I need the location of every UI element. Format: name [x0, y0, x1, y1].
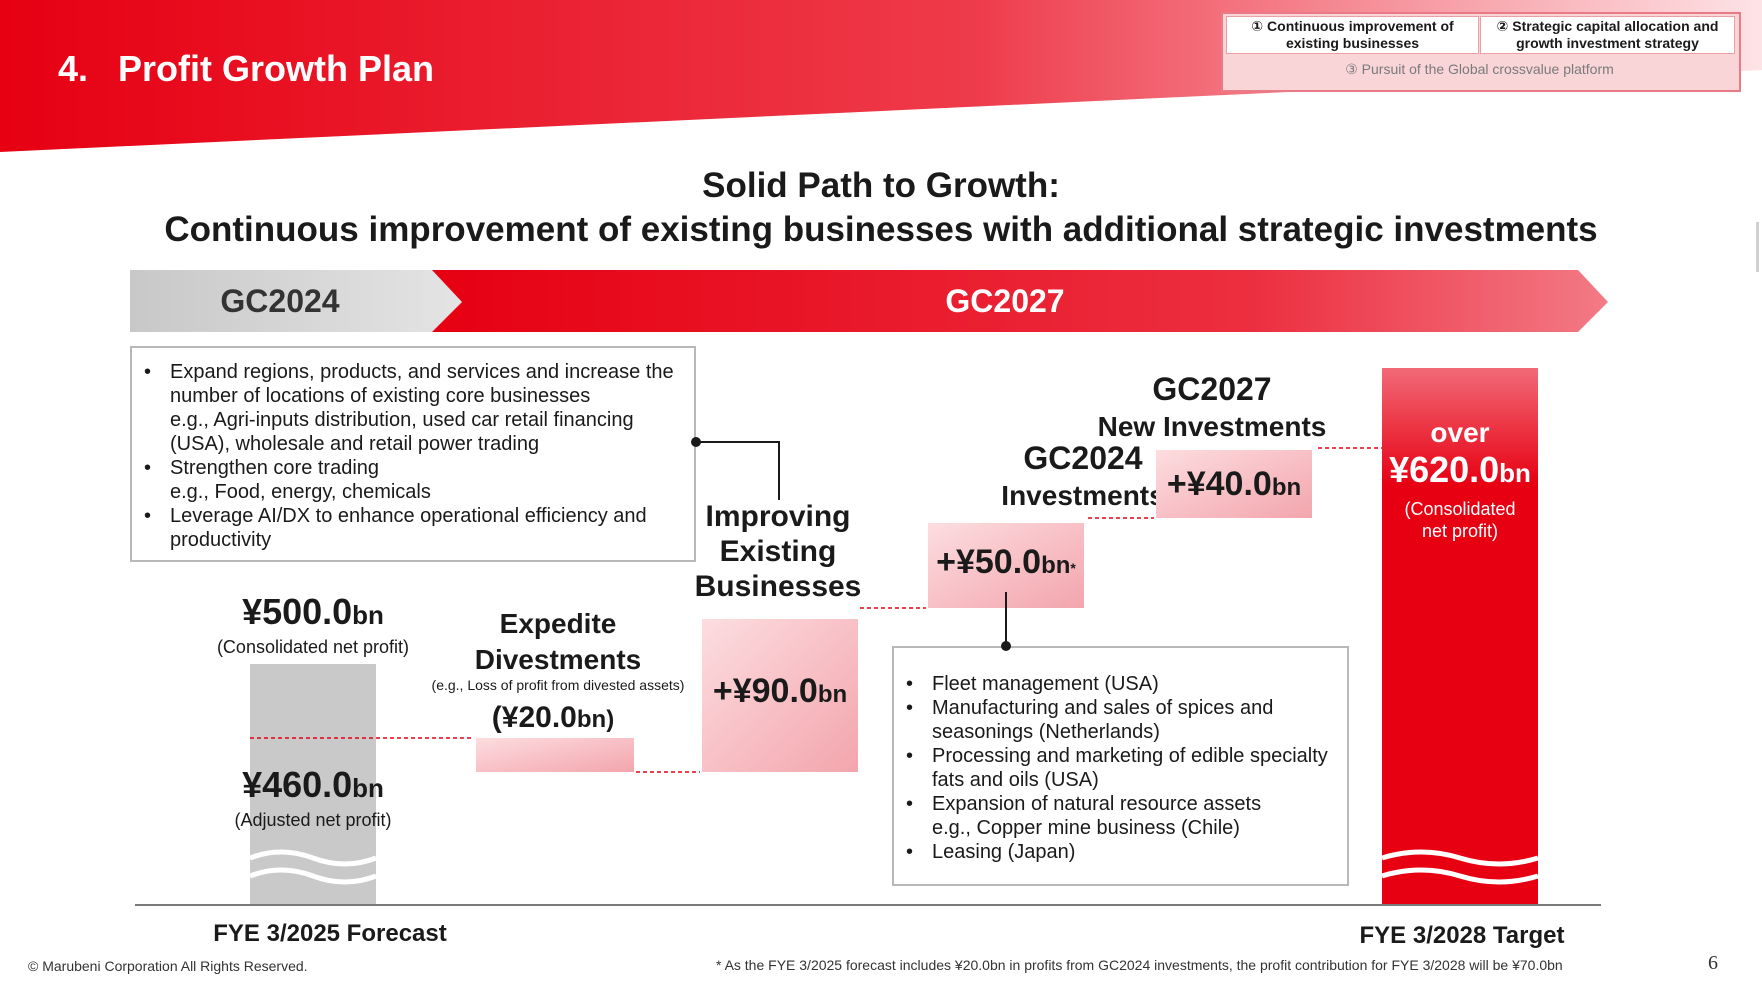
nav-item-1-label: ① Continuous improvement of existing bus…: [1251, 18, 1454, 51]
nav-item-2-label: ② Strategic capital allocation and growt…: [1496, 18, 1719, 51]
improve-item: Leverage AI/DX to enhance operational ef…: [132, 504, 694, 552]
improve-list: Expand regions, products, and services a…: [132, 360, 694, 552]
improve-details-box: Expand regions, products, and services a…: [130, 346, 696, 562]
improve-item-example: e.g., Agri-inputs distribution, used car…: [170, 409, 634, 455]
improve-item: Expand regions, products, and services a…: [132, 360, 694, 408]
bar-break-wave: [1381, 849, 1539, 867]
slide-edge-marker: [1756, 222, 1759, 272]
page-title: 4. Profit Growth Plan: [58, 48, 435, 89]
title-gc2024-1: GC2024: [1023, 440, 1142, 476]
connector-dot-improve: [691, 437, 701, 447]
bar-break-wave: [249, 867, 377, 885]
headline: Solid Path to Growth: Continuous improve…: [0, 164, 1762, 252]
nav-item-3[interactable]: ③ Pursuit of the Global crossvalue platf…: [1226, 55, 1733, 83]
investment-details-box: Fleet management (USA)Manufacturing and …: [892, 646, 1349, 886]
bar-improving: [702, 619, 858, 772]
improve-item-example: e.g., Food, energy, chemicals: [170, 481, 431, 503]
label-gc2024-invest: +¥50.0bn*: [936, 543, 1076, 581]
nav-item-2[interactable]: ② Strategic capital allocation and growt…: [1480, 16, 1735, 54]
title-improving-2: Existing: [720, 535, 837, 568]
improve-item: Strengthen core trading: [132, 456, 694, 480]
title-improving-3: Businesses: [695, 570, 862, 603]
sublabel-adjusted-2025: (Adjusted net profit): [234, 810, 391, 830]
connector-improve: [696, 441, 780, 500]
period-gc2027: GC2027: [945, 283, 1065, 319]
investment-list: Fleet management (USA)Manufacturing and …: [894, 672, 1347, 864]
bar-gc2027-invest: [1156, 450, 1312, 518]
invest-item: Manufacturing and sales of spices and se…: [894, 696, 1347, 744]
arrow-gc2027: [432, 270, 1608, 332]
sublabel-target-1: (Consolidated: [1404, 499, 1515, 519]
xlabel-right: FYE 3/2028 Target: [1359, 922, 1565, 949]
nav-item-1[interactable]: ① Continuous improvement of existing bus…: [1226, 16, 1479, 54]
label-target: ¥620.0bn: [1389, 449, 1531, 490]
axis-baseline: [135, 904, 1601, 906]
arrow-gc2024: [130, 270, 462, 332]
title-divestments-2: Divestments: [475, 644, 642, 675]
period-gc2024: GC2024: [220, 283, 340, 319]
invest-item: Processing and marketing of edible speci…: [894, 744, 1347, 792]
headline-line-1: Solid Path to Growth:: [702, 166, 1060, 205]
invest-item-example: e.g., Copper mine business (Chile): [932, 817, 1240, 839]
sublabel-target-2: net profit): [1422, 521, 1498, 541]
copyright: © Marubeni Corporation All Rights Reserv…: [28, 958, 308, 974]
title-improving-1: Improving: [705, 500, 850, 533]
label-divestments: (¥20.0bn): [492, 701, 614, 734]
label-adjusted-2025: ¥460.0bn: [242, 764, 384, 805]
bar-break-wave: [1381, 867, 1539, 885]
title-gc2027-1: GC2027: [1152, 371, 1271, 407]
xlabel-left: FYE 3/2025 Forecast: [213, 920, 447, 947]
headline-line-2: Continuous improvement of existing busin…: [164, 210, 1598, 249]
sublabel-consolidated-2025: (Consolidated net profit): [217, 637, 409, 657]
invest-item: Leasing (Japan): [894, 840, 1347, 864]
invest-item: Fleet management (USA): [894, 672, 1347, 696]
footnote: * As the FYE 3/2025 forecast includes ¥2…: [716, 957, 1563, 973]
connector-dot-invest: [1001, 641, 1011, 651]
bar-divestments: [476, 738, 634, 772]
label-target-prefix: over: [1430, 417, 1489, 448]
label-gc2027-invest: +¥40.0bn: [1167, 465, 1301, 503]
bar-fye2028: [1382, 368, 1538, 904]
page-number: 6: [1708, 952, 1718, 974]
label-improving: +¥90.0bn: [713, 672, 847, 710]
invest-item: Expansion of natural resource assets: [894, 792, 1347, 816]
title-gc2027-2: New Investments: [1098, 411, 1327, 442]
label-consolidated-2025: ¥500.0bn: [242, 591, 384, 632]
title-gc2024-2: Investments: [1001, 480, 1164, 511]
note-divestments: (e.g., Loss of profit from divested asse…: [432, 677, 685, 693]
title-divestments-1: Expedite: [500, 608, 617, 639]
bar-break-wave: [249, 849, 377, 867]
